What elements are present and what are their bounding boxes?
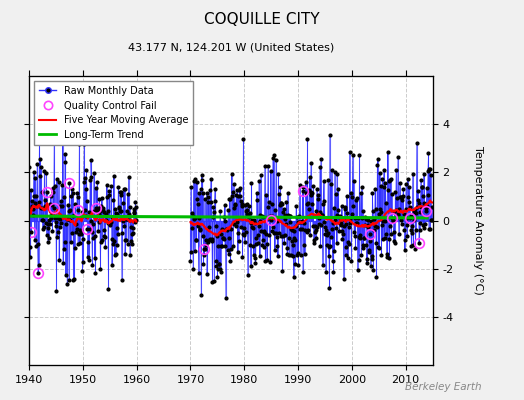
Y-axis label: Temperature Anomaly (°C): Temperature Anomaly (°C) [473,146,483,295]
Text: Berkeley Earth: Berkeley Earth [406,382,482,392]
Text: COQUILLE CITY: COQUILLE CITY [204,12,320,27]
Title: 43.177 N, 124.201 W (United States): 43.177 N, 124.201 W (United States) [128,43,334,53]
Legend: Raw Monthly Data, Quality Control Fail, Five Year Moving Average, Long-Term Tren: Raw Monthly Data, Quality Control Fail, … [34,81,193,145]
